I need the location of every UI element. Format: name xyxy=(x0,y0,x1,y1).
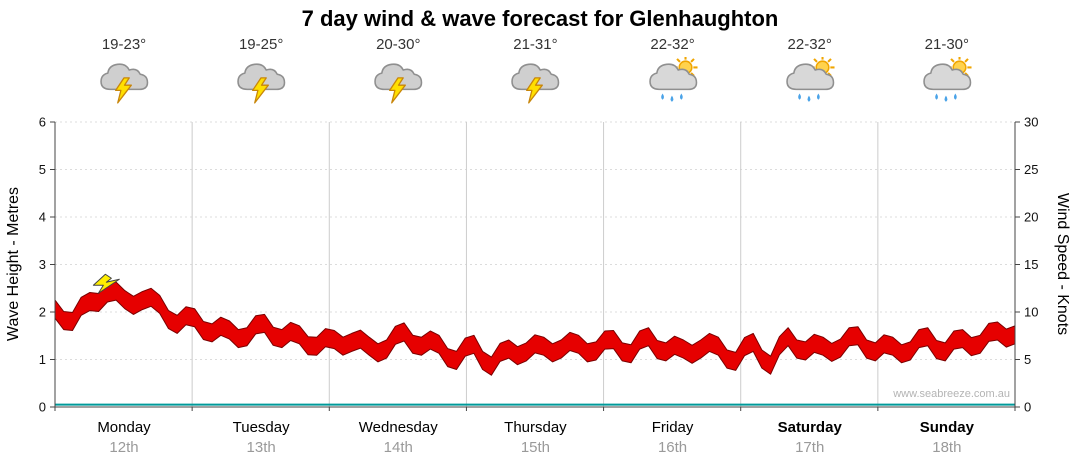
left-tick-label: 0 xyxy=(39,400,46,415)
left-tick-label: 4 xyxy=(39,210,46,225)
left-tick-label: 3 xyxy=(39,257,46,272)
right-tick-label: 0 xyxy=(1024,400,1031,415)
right-tick-label: 30 xyxy=(1024,115,1038,130)
left-tick-label: 2 xyxy=(39,305,46,320)
left-tick-label: 1 xyxy=(39,352,46,367)
right-tick-label: 15 xyxy=(1024,257,1038,272)
left-tick-label: 6 xyxy=(39,115,46,130)
left-tick-label: 5 xyxy=(39,162,46,177)
watermark: www.seabreeze.com.au xyxy=(893,388,1010,400)
right-tick-label: 5 xyxy=(1024,352,1031,367)
wind-speed-band xyxy=(54,281,1016,376)
page-title: 7 day wind & wave forecast for Glenhaugh… xyxy=(301,6,779,31)
lightning-marker xyxy=(92,273,120,294)
right-tick-label: 20 xyxy=(1024,210,1038,225)
right-tick-label: 10 xyxy=(1024,305,1038,320)
right-tick-label: 25 xyxy=(1024,162,1038,177)
